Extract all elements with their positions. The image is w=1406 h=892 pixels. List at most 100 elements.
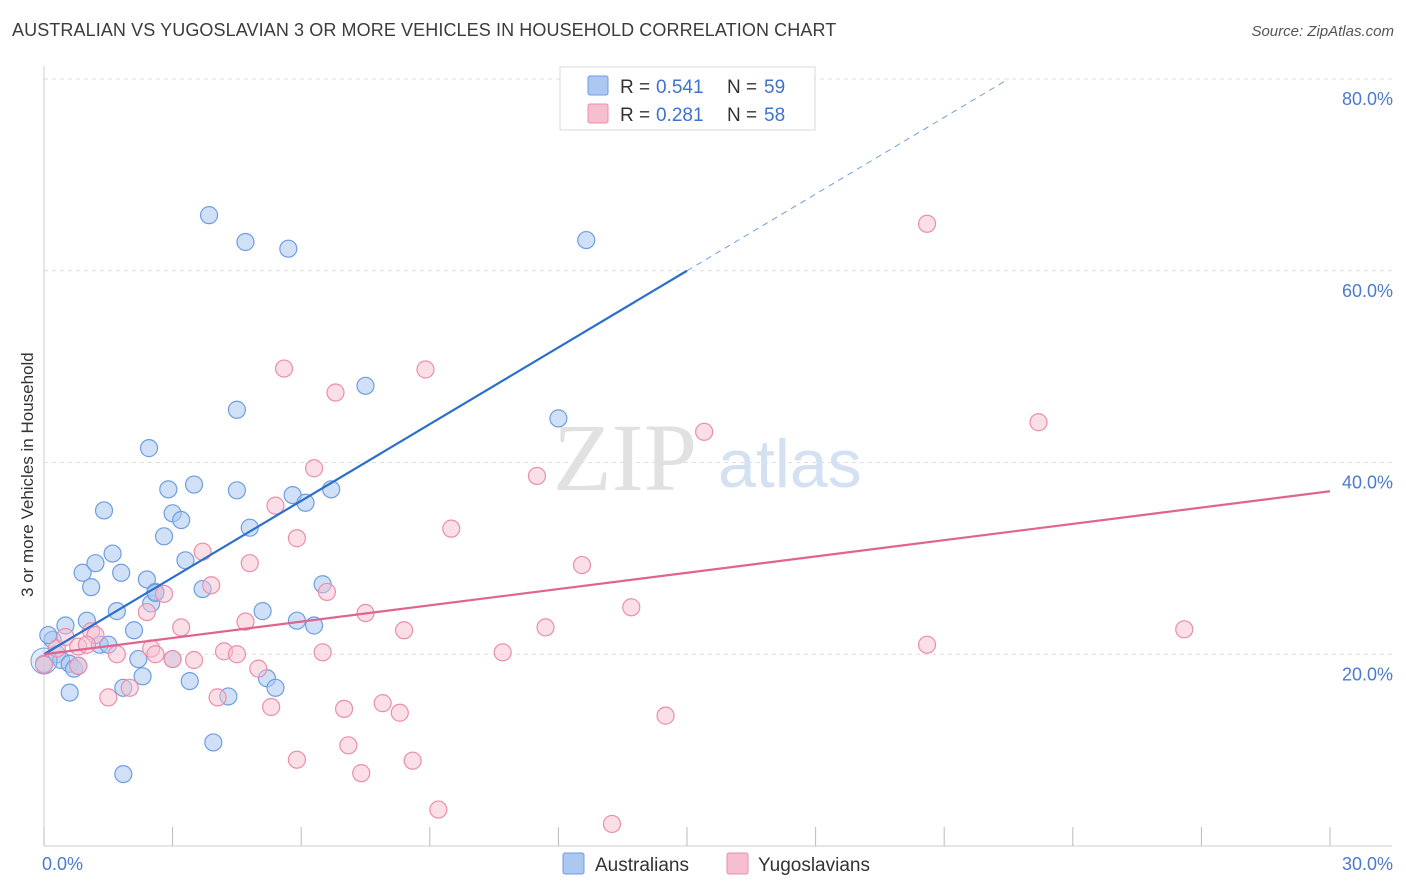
- yugoslavians-point: [287, 750, 307, 769]
- yugoslavians-point: [313, 643, 332, 662]
- chart-title: AUSTRALIAN VS YUGOSLAVIAN 3 OR MORE VEHI…: [12, 20, 837, 40]
- yugoslavians-point: [249, 659, 268, 678]
- legend-r-value: 0.541: [656, 77, 704, 98]
- australians-point: [133, 667, 152, 686]
- legend-swatch-australians: [587, 75, 609, 96]
- australians-point: [124, 621, 144, 640]
- bottom-legend-yugoslavians: Yugoslavians: [758, 855, 870, 876]
- yugoslavians-point: [287, 529, 307, 548]
- australians-point: [356, 376, 375, 395]
- yugoslavians-point: [442, 519, 461, 538]
- legend-n-value: 59: [764, 77, 785, 98]
- chart-source: Source: ZipAtlas.com: [1251, 23, 1394, 40]
- yugoslavians-point: [390, 703, 409, 722]
- yugoslavians-point: [527, 466, 547, 486]
- australians-point: [266, 678, 285, 697]
- australians-point: [279, 239, 298, 258]
- australians-point: [139, 439, 159, 458]
- australians-trend-line: [43, 269, 688, 656]
- yugoslavians-point: [695, 422, 714, 441]
- yugoslavians-point: [536, 618, 555, 637]
- legend-r-label: R =: [620, 77, 650, 98]
- yugoslavians-point: [274, 359, 294, 378]
- yugoslavians-point: [99, 688, 118, 707]
- watermark-atlas: atlas: [718, 426, 862, 502]
- y-tick-label: 80.0%: [1342, 89, 1393, 109]
- australians-point: [60, 683, 79, 702]
- yugoslavians-point: [266, 496, 285, 515]
- yugoslavians-point: [403, 751, 422, 770]
- yugoslavians-trend-line: [43, 490, 1331, 656]
- yugoslavians-point: [137, 602, 156, 622]
- yugoslavians-point: [34, 655, 54, 674]
- yugoslavians-point: [326, 383, 345, 402]
- australians-point: [103, 544, 122, 563]
- yugoslavians-point: [317, 582, 337, 602]
- yugoslavians-point: [107, 645, 126, 664]
- yugoslavians-point: [656, 706, 675, 725]
- yugoslavians-point: [146, 645, 165, 664]
- trend-lines: [43, 78, 1331, 656]
- watermark: ZIP atlas: [553, 404, 862, 511]
- yugoslavians-point: [622, 598, 641, 617]
- yugoslavians-point: [373, 694, 392, 713]
- watermark-zip: ZIP: [553, 404, 697, 511]
- australians-point: [114, 764, 133, 784]
- yugoslavians-point: [120, 678, 139, 697]
- yugoslavians-point: [429, 800, 448, 819]
- yugoslavians-point: [184, 650, 204, 670]
- yugoslavians-point: [172, 618, 191, 637]
- yugoslavians-point: [917, 214, 937, 233]
- bottom-legend: Australians Yugoslavians: [562, 852, 870, 876]
- yugoslavians-point: [240, 554, 259, 573]
- yugoslavians-point: [493, 643, 512, 662]
- y-tick-label: 20.0%: [1342, 664, 1393, 684]
- australians-point: [236, 232, 255, 252]
- yugoslavians-point: [202, 576, 221, 595]
- australians-point: [73, 563, 92, 582]
- yugoslavians-point: [236, 612, 255, 631]
- australians-point: [227, 481, 246, 500]
- yugoslavians-point: [1029, 413, 1048, 432]
- australians-trend-extension: [686, 78, 1009, 272]
- bottom-legend-swatch-australians: [562, 852, 585, 875]
- australians-point: [137, 570, 156, 589]
- yugoslavians-point: [917, 635, 937, 654]
- legend-r-label: R =: [620, 105, 650, 126]
- yugoslavians-point: [394, 621, 414, 640]
- australians-point: [227, 400, 246, 419]
- legend-n-label: N =: [727, 77, 757, 98]
- yugoslavians-point: [572, 555, 592, 575]
- australians-point: [549, 409, 568, 428]
- yugoslavians-point: [208, 688, 227, 707]
- australians-point: [172, 510, 191, 530]
- yugoslavians-point: [1175, 620, 1194, 639]
- bottom-legend-swatch-yugoslavians: [726, 852, 749, 875]
- yugoslavians-point: [304, 459, 324, 478]
- bottom-legend-australians: Australians: [595, 855, 689, 876]
- y-tick-label: 40.0%: [1342, 473, 1393, 493]
- legend-n-value: 58: [764, 105, 785, 126]
- yugoslavians-point: [154, 584, 174, 603]
- australians-point: [112, 563, 131, 582]
- australians-point: [129, 649, 148, 669]
- australians-point: [204, 733, 223, 752]
- x-tick-labels: 0.0% 30.0%: [42, 854, 1393, 874]
- australians-point: [184, 475, 204, 494]
- australians-point: [180, 671, 199, 691]
- yugoslavians-point: [69, 656, 88, 675]
- yugoslavians-point: [602, 814, 622, 834]
- yugoslavians-points: [34, 214, 1194, 834]
- x-tick-label: 0.0%: [42, 854, 83, 874]
- yugoslavians-point: [227, 645, 246, 664]
- yugoslavians-point: [163, 649, 182, 669]
- australians-point: [94, 501, 114, 520]
- axes: [43, 66, 1392, 847]
- legend-swatch-yugoslavians: [587, 103, 609, 124]
- australians-point: [82, 578, 101, 597]
- australians-point: [577, 230, 596, 250]
- australians-point: [199, 206, 219, 225]
- australians-point: [154, 527, 174, 546]
- yugoslavians-point: [334, 699, 354, 718]
